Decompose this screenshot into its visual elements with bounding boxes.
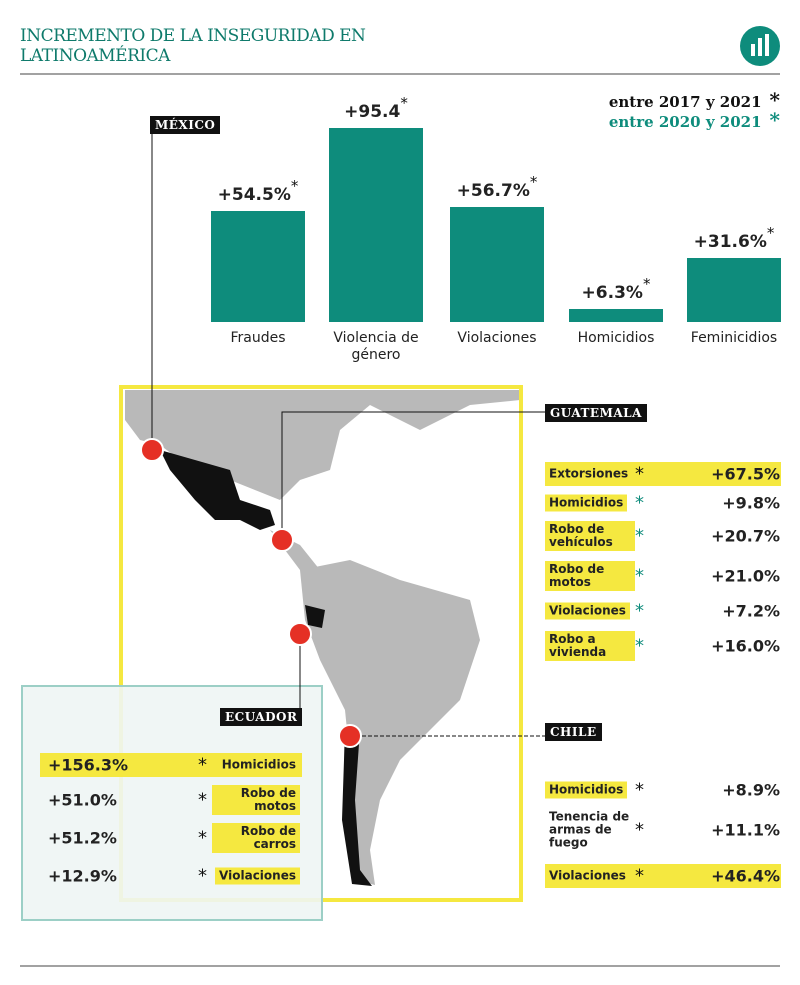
row-label: Robo de motos <box>545 561 635 591</box>
row-value: +11.1% <box>711 820 780 840</box>
row-label: Violaciones <box>545 602 630 620</box>
row-label: Robo de vehículos <box>545 521 635 551</box>
row-value: +12.9% <box>48 866 117 886</box>
country-tag: CHILE <box>545 723 602 741</box>
category-label: Feminicidios <box>690 330 778 346</box>
row-highlight <box>545 864 781 888</box>
legend-mark: * <box>769 88 780 112</box>
value-label-mark: * <box>400 94 408 113</box>
country-tag: MÉXICO <box>150 116 221 134</box>
country-tag: GUATEMALA <box>545 404 647 422</box>
value-label-text: +31.6% <box>693 231 767 252</box>
row-value: +67.5% <box>711 464 780 484</box>
row-mark: * <box>635 525 644 547</box>
category-label: Violencia de género <box>333 330 419 363</box>
value-label-text: +56.7% <box>456 180 530 201</box>
row-label: Robo de motos <box>212 785 300 815</box>
row-value: +51.2% <box>48 828 117 848</box>
row-label: Homicidios <box>545 494 628 512</box>
row-value: +16.0% <box>711 636 780 656</box>
row-value: +9.8% <box>722 493 780 513</box>
bar <box>687 257 781 322</box>
row-mark: * <box>635 600 644 622</box>
row-mark: * <box>635 492 644 514</box>
row-value: +46.4% <box>711 866 780 886</box>
bar <box>450 206 544 322</box>
value-label-text: +6.3% <box>581 283 643 304</box>
category-label: Homicidios <box>577 330 655 346</box>
bar <box>211 211 305 322</box>
bar <box>329 128 423 322</box>
row-mark: * <box>635 819 644 841</box>
row-mark: * <box>198 754 207 776</box>
value-label-text: +54.5% <box>217 185 291 206</box>
row-mark: * <box>198 789 207 811</box>
row-mark: * <box>635 779 644 801</box>
row-label: Homicidios <box>545 781 628 799</box>
row-mark: * <box>635 635 644 657</box>
value-label: +54.5%* <box>198 177 318 206</box>
row-label: Tenencia de armas de fuego <box>549 809 630 850</box>
value-label: +95.4* <box>316 94 436 123</box>
category-label: Fraudes <box>230 330 286 346</box>
value-label-mark: * <box>766 223 775 242</box>
row-label: Robo a vivienda <box>545 631 635 661</box>
value-label: +31.6%* <box>674 224 794 252</box>
value-label-mark: * <box>290 177 299 196</box>
legend-text: entre 2017 y 2021 <box>608 93 762 111</box>
row-mark: * <box>635 865 644 887</box>
row-mark: * <box>635 565 644 587</box>
row-value: +156.3% <box>48 755 129 775</box>
bar <box>569 309 663 322</box>
row-value: +8.9% <box>722 780 780 800</box>
row-highlight <box>40 753 302 777</box>
row-highlight <box>545 462 781 486</box>
country-tag: ECUADOR <box>220 708 303 726</box>
row-value: +51.0% <box>48 790 117 810</box>
row-label: Robo de carros <box>212 823 300 853</box>
row-mark: * <box>198 827 207 849</box>
legend-entry: entre 2020 y 2021 * <box>609 108 780 132</box>
row-value: +7.2% <box>722 601 780 621</box>
legend-mark: * <box>769 108 780 132</box>
legend-text: entre 2020 y 2021 <box>608 113 762 131</box>
title: INCREMENTO DE LA INSEGURIDAD EN LATINOAM… <box>20 26 366 66</box>
row-label: Extorsiones <box>549 466 629 481</box>
legend-entry: entre 2017 y 2021 * <box>609 88 780 112</box>
row-label: Homicidios <box>221 757 296 772</box>
value-label-mark: * <box>529 172 538 191</box>
row-value: +21.0% <box>711 566 780 586</box>
value-label-text: +95.4 <box>344 102 401 123</box>
value-label-mark: * <box>642 275 651 294</box>
row-label: Violaciones <box>215 867 300 885</box>
row-value: +20.7% <box>711 526 780 546</box>
value-label: +56.7%* <box>437 173 557 201</box>
category-label: Violaciones <box>457 330 537 346</box>
row-mark: * <box>198 865 207 887</box>
value-label: +6.3%* <box>556 275 676 304</box>
row-mark: * <box>635 463 644 485</box>
row-label: Violaciones <box>549 868 626 883</box>
